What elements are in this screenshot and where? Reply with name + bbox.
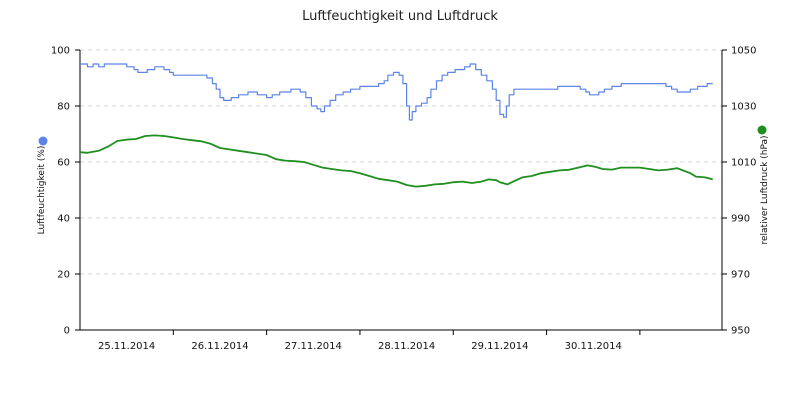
y-left-tick-label: 80 (57, 102, 70, 113)
x-tick-label: 27.11.2014 (285, 341, 342, 352)
series-layer (79, 63, 713, 188)
axes-layer (75, 49, 727, 335)
x-tick-label: 26.11.2014 (191, 341, 248, 352)
x-tick-label: 30.11.2014 (565, 341, 622, 352)
pressure-legend-dot (757, 125, 767, 135)
labels-layer: 0 20 40 60 80 100 950 970 990 1010 1030 1050 25.11.2… (37, 46, 770, 353)
y-right-tick-label: 970 (731, 270, 750, 281)
y-left-tick-label: 100 (51, 46, 70, 57)
x-tick-label: 29.11.2014 (471, 341, 528, 352)
y-right-tick-label: 1030 (731, 102, 756, 113)
humidity-legend-dot (38, 136, 48, 146)
y-right-tick-label: 1010 (731, 158, 756, 169)
x-tick-label: 28.11.2014 (378, 341, 435, 352)
y-right-axis-title: relativer Luftdruck (hPa) (760, 135, 770, 244)
y-left-tick-label: 60 (57, 158, 70, 169)
chart-title: Luftfeuchtigkeit und Luftdruck (302, 9, 498, 24)
y-left-tick-label: 40 (57, 214, 70, 225)
pressure-series-line (79, 134, 713, 188)
y-right-tick-label: 1050 (731, 46, 756, 57)
y-right-tick-label: 990 (731, 214, 750, 225)
y-left-axis-title: Luftfeuchtigkeit (%) (37, 146, 47, 235)
y-left-tick-label: 0 (64, 326, 70, 337)
y-right-tick-label: 950 (731, 326, 750, 337)
humidity-series-line (80, 63, 713, 121)
grid-layer (80, 49, 722, 275)
x-tick-label: 25.11.2014 (98, 341, 155, 352)
y-left-tick-label: 20 (57, 270, 70, 281)
